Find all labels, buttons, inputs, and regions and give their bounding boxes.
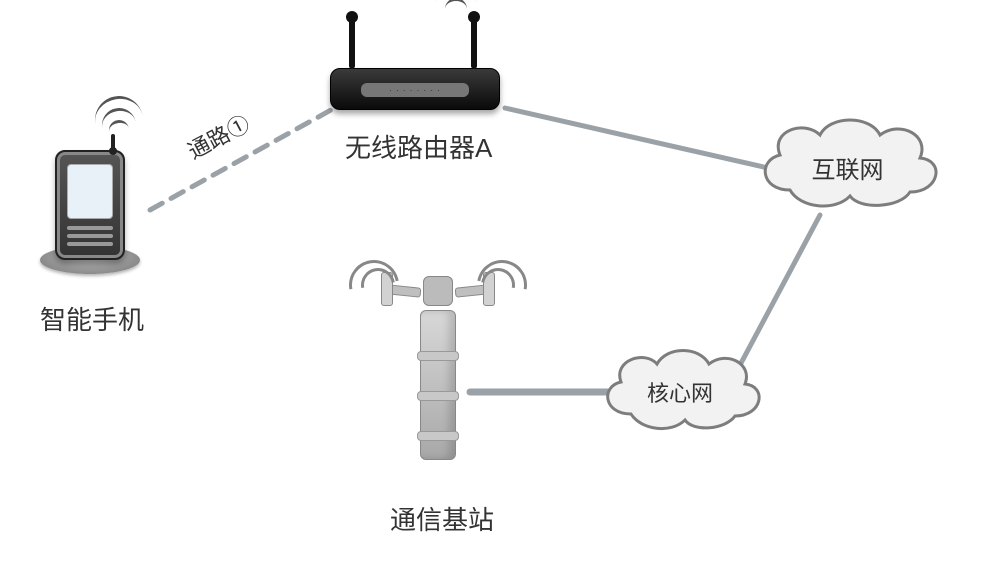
- path-1-label: 通路①: [181, 106, 254, 165]
- wifi-icon: [425, 0, 495, 20]
- core-network-label: 核心网: [595, 376, 765, 408]
- diagram-canvas: 智能手机 · · · · · · · · 无线路由器A 互联网: [0, 0, 1000, 575]
- base-station-icon: [420, 310, 456, 460]
- router-label: 无线路由器A: [345, 128, 492, 165]
- internet-label: 互联网: [750, 150, 945, 185]
- smartphone-label: 智能手机: [40, 300, 144, 337]
- wifi-icon: [95, 90, 155, 140]
- core-network-cloud-icon: 核心网: [595, 340, 765, 440]
- smartphone-icon: [55, 150, 125, 260]
- edge-router-internet: [505, 108, 768, 168]
- base-station-label: 通信基站: [390, 500, 494, 537]
- internet-cloud-icon: 互联网: [750, 110, 945, 220]
- router-icon: · · · · · · · ·: [330, 68, 500, 110]
